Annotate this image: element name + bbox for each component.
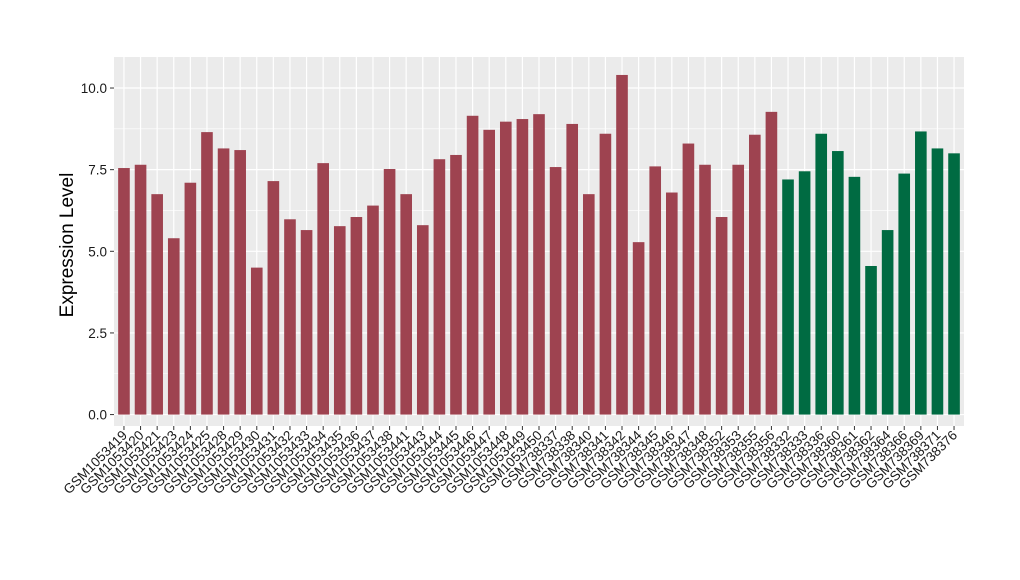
bar — [533, 114, 545, 415]
bar — [699, 164, 711, 415]
bar — [416, 225, 429, 415]
bar — [649, 166, 662, 415]
x-axis: GSM1053419GSM1053420GSM1053421GSM1053423… — [61, 426, 960, 497]
bar — [749, 134, 761, 415]
bar — [483, 129, 495, 415]
bar — [732, 164, 745, 415]
bar — [167, 238, 180, 415]
bar — [782, 179, 794, 415]
bar — [284, 219, 296, 415]
bar — [234, 150, 246, 415]
bar — [317, 163, 329, 415]
bar — [798, 171, 811, 415]
y-tick-label: 2.5 — [88, 326, 107, 341]
y-axis-title: Expression Level — [57, 173, 78, 318]
bar — [915, 131, 927, 415]
y-tick-label: 10.0 — [81, 81, 107, 96]
bar — [400, 194, 412, 415]
bar — [715, 217, 728, 415]
bar — [632, 242, 645, 415]
y-tick-label: 7.5 — [88, 163, 107, 178]
bar — [898, 173, 911, 415]
bar — [267, 181, 280, 415]
bar — [433, 159, 446, 415]
bar — [300, 230, 313, 415]
bar — [682, 143, 695, 415]
y-tick-label: 0.0 — [88, 408, 107, 423]
bar — [549, 167, 562, 415]
bar — [499, 121, 512, 415]
y-tick-label: 5.0 — [88, 244, 107, 259]
bar — [350, 217, 363, 415]
bar — [184, 182, 197, 415]
bar — [516, 119, 529, 415]
bar — [217, 148, 230, 415]
bar — [948, 153, 960, 415]
bar — [666, 192, 678, 415]
bar — [201, 132, 213, 415]
bar — [582, 194, 595, 415]
bar — [134, 164, 147, 415]
bar — [848, 176, 861, 415]
bar — [616, 74, 628, 415]
bar — [815, 133, 828, 415]
bar — [865, 265, 877, 415]
bar — [367, 205, 379, 415]
bar — [450, 154, 462, 415]
bar — [151, 194, 163, 415]
bar — [333, 226, 346, 415]
bar — [118, 168, 130, 415]
bars — [118, 74, 960, 415]
y-axis: 0.0 2.5 5.0 7.5 10.0 — [81, 81, 114, 423]
bar — [931, 148, 944, 415]
bar — [566, 123, 579, 415]
bar — [881, 230, 894, 415]
bar — [832, 151, 844, 415]
bar — [383, 169, 396, 415]
bar — [599, 133, 612, 415]
bar — [466, 115, 479, 415]
bar — [765, 111, 778, 415]
bar — [250, 267, 263, 415]
